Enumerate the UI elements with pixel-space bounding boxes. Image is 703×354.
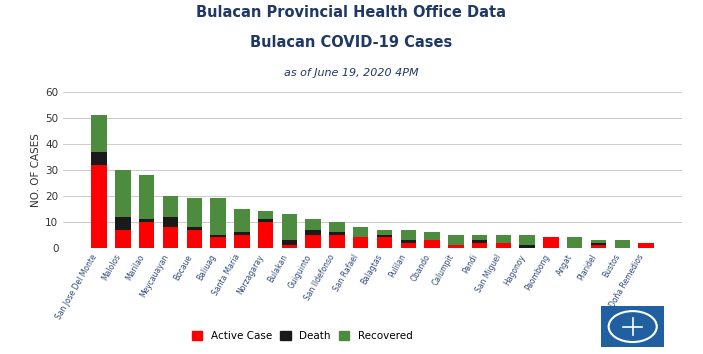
- Bar: [401, 240, 416, 242]
- Bar: [591, 240, 606, 242]
- Bar: [305, 219, 321, 230]
- Bar: [162, 217, 178, 227]
- Bar: [186, 199, 202, 227]
- Text: Bulacan Provincial Health Office Data: Bulacan Provincial Health Office Data: [197, 5, 506, 20]
- Bar: [162, 196, 178, 217]
- Bar: [258, 211, 273, 219]
- Bar: [520, 245, 535, 248]
- Bar: [448, 235, 463, 245]
- Legend: Active Case, Death, Recovered: Active Case, Death, Recovered: [188, 327, 417, 345]
- Bar: [234, 209, 250, 232]
- Bar: [543, 238, 559, 248]
- Text: Bulacan COVID-19 Cases: Bulacan COVID-19 Cases: [250, 35, 453, 50]
- Bar: [472, 235, 487, 240]
- Bar: [472, 240, 487, 242]
- Bar: [329, 222, 344, 232]
- Bar: [614, 240, 630, 248]
- Bar: [305, 230, 321, 235]
- Bar: [210, 238, 226, 248]
- Bar: [401, 242, 416, 248]
- Bar: [353, 238, 368, 248]
- Bar: [139, 222, 155, 248]
- Bar: [162, 227, 178, 248]
- Y-axis label: NO. OF CASES: NO. OF CASES: [31, 133, 41, 207]
- Bar: [139, 219, 155, 222]
- Bar: [591, 242, 606, 245]
- Bar: [377, 235, 392, 238]
- Bar: [377, 230, 392, 235]
- Bar: [234, 232, 250, 235]
- Bar: [186, 230, 202, 248]
- Bar: [401, 230, 416, 240]
- Text: as of June 19, 2020 4PM: as of June 19, 2020 4PM: [284, 68, 419, 78]
- Bar: [638, 242, 654, 248]
- Bar: [353, 227, 368, 238]
- Bar: [115, 217, 131, 230]
- Bar: [91, 165, 107, 248]
- Bar: [496, 242, 511, 248]
- Bar: [329, 235, 344, 248]
- Bar: [282, 245, 297, 248]
- Bar: [591, 245, 606, 248]
- Bar: [115, 170, 131, 217]
- Bar: [282, 240, 297, 245]
- Bar: [258, 222, 273, 248]
- Bar: [425, 232, 440, 240]
- Bar: [115, 230, 131, 248]
- Bar: [377, 238, 392, 248]
- Bar: [448, 245, 463, 248]
- Bar: [91, 115, 107, 152]
- Bar: [282, 214, 297, 240]
- Bar: [186, 227, 202, 230]
- Bar: [520, 235, 535, 245]
- Bar: [210, 199, 226, 235]
- Bar: [258, 219, 273, 222]
- Bar: [496, 235, 511, 242]
- Bar: [425, 240, 440, 248]
- Bar: [472, 242, 487, 248]
- Bar: [567, 238, 583, 248]
- Bar: [139, 175, 155, 219]
- Bar: [305, 235, 321, 248]
- Bar: [210, 235, 226, 238]
- Bar: [329, 232, 344, 235]
- Bar: [234, 235, 250, 248]
- Bar: [91, 152, 107, 165]
